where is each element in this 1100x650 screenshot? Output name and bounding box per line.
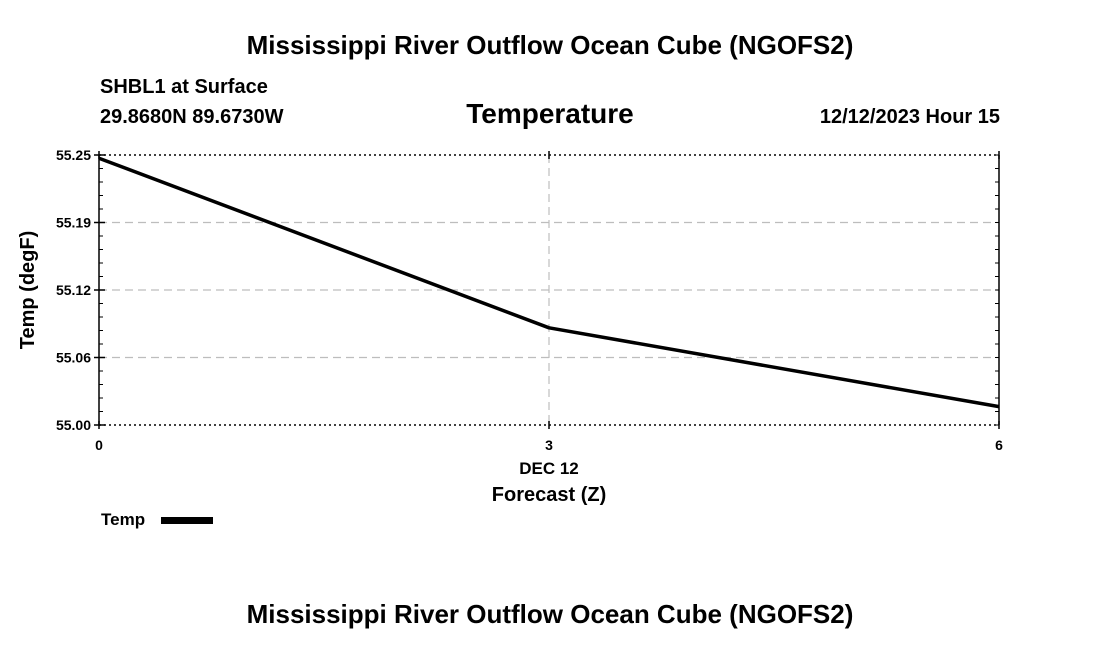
x-tick-label: 3	[545, 437, 553, 453]
coordinates-label: 29.8680N 89.6730W	[100, 106, 284, 128]
chart-main-title-repeat: Mississippi River Outflow Ocean Cube (NG…	[246, 599, 854, 629]
y-axis-label: Temp (degF)	[17, 231, 39, 350]
station-label: SHBL1 at Surface	[100, 76, 268, 98]
y-tick-label: 55.00	[56, 417, 91, 433]
y-tick-label: 55.19	[56, 215, 91, 231]
chart-main-title: Mississippi River Outflow Ocean Cube (NG…	[246, 30, 854, 60]
y-tick-label: 55.06	[56, 350, 91, 366]
x-tick-label: 6	[995, 437, 1003, 453]
datetime-label: 12/12/2023 Hour 15	[819, 106, 1000, 128]
x-axis-label: Forecast (Z)	[492, 484, 606, 506]
chart-title: Temperature	[466, 98, 634, 129]
x-tick-label: 0	[95, 437, 103, 453]
y-tick-label: 55.25	[56, 147, 91, 163]
x-date-label: DEC 12	[519, 459, 579, 478]
legend-label: Temp	[101, 510, 145, 529]
y-tick-label: 55.12	[56, 282, 91, 298]
legend-swatch	[161, 517, 213, 524]
